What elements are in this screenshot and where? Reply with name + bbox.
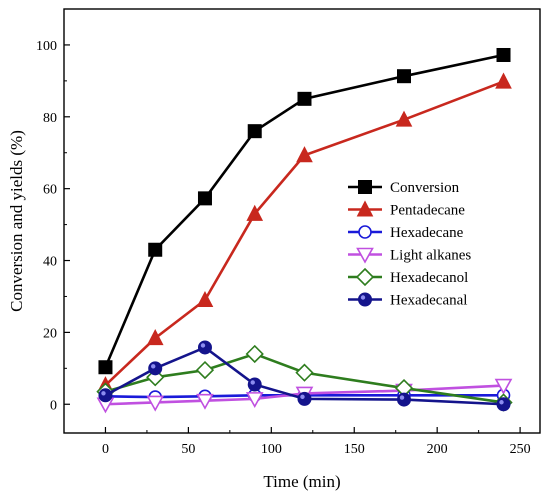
data-point-pentadecane-120 xyxy=(296,146,313,163)
data-point-conversion-30 xyxy=(148,242,163,257)
data-point-hexadecanal-90-highlight xyxy=(250,380,255,385)
data-point-pentadecane-180 xyxy=(395,110,413,127)
data-point-light-alkanes-60 xyxy=(196,393,214,410)
data-point-hexadecanal-0-highlight xyxy=(101,391,106,396)
x-axis-ticks: 0 50 100 150 200 250 xyxy=(102,427,531,457)
data-point-hexadecanal-180-highlight xyxy=(399,395,405,400)
data-point-hexadecanal-120-highlight xyxy=(300,394,305,400)
y-axis-label: Conversion and yields (%) xyxy=(7,130,26,312)
data-point-pentadecane-240 xyxy=(495,72,512,89)
y-tick-label-40: 40 xyxy=(43,255,57,270)
plot-frame xyxy=(63,8,541,434)
data-point-hexadecanol-60 xyxy=(195,360,215,380)
legend-item-hexadecanal: Hexadecanal xyxy=(348,292,467,309)
legend-label-hexadecane: Hexadecane xyxy=(390,225,464,241)
data-point-hexadecanal-60-highlight xyxy=(200,343,206,348)
legend-marker-light-alkanes xyxy=(356,247,374,264)
data-point-pentadecane-30 xyxy=(146,329,164,346)
data-point-hexadecanal-120 xyxy=(297,391,312,406)
x-tick-label-50: 50 xyxy=(181,442,195,457)
data-point-hexadecanal-30 xyxy=(148,361,163,376)
x-axis-label: Time (min) xyxy=(263,472,340,491)
legend-label-conversion: Conversion xyxy=(390,180,460,196)
legend-marker-conversion xyxy=(358,180,372,194)
series-layer xyxy=(96,47,513,414)
y-tick-label-0: 0 xyxy=(50,398,57,413)
legend-item-conversion: Conversion xyxy=(348,180,460,196)
data-point-conversion-0 xyxy=(98,360,113,375)
data-point-hexadecanal-60 xyxy=(197,340,212,355)
data-point-hexadecanal-30-highlight xyxy=(151,364,156,369)
data-point-light-alkanes-90 xyxy=(245,392,264,409)
x-tick-label-100: 100 xyxy=(261,442,282,457)
data-point-light-alkanes-30 xyxy=(146,395,165,412)
legend-marker-hexadecanol xyxy=(355,267,375,287)
series-conversion xyxy=(98,47,511,375)
legend-item-light-alkanes: Light alkanes xyxy=(348,248,471,264)
data-point-conversion-90 xyxy=(247,124,262,139)
legend-item-pentadecane: Pentadecane xyxy=(348,200,465,219)
y-axis-ticks: 0 20 40 60 80 100 xyxy=(36,39,70,413)
data-point-hexadecanal-180 xyxy=(397,392,411,407)
data-point-conversion-120 xyxy=(297,91,312,106)
y-tick-label-20: 20 xyxy=(43,326,57,341)
data-point-conversion-60 xyxy=(197,191,212,206)
data-point-hexadecanol-120 xyxy=(295,363,314,382)
legend-label-hexadecanal: Hexadecanal xyxy=(390,293,467,309)
y-tick-label-100: 100 xyxy=(36,39,57,54)
y-tick-label-80: 80 xyxy=(43,111,57,126)
legend-item-hexadecane: Hexadecane xyxy=(348,225,464,241)
data-point-conversion-240 xyxy=(496,47,511,62)
data-point-pentadecane-90 xyxy=(246,204,264,221)
series-hexadecanol xyxy=(96,344,513,412)
legend-item-hexadecanol: Hexadecanol xyxy=(348,267,468,287)
legend-label-hexadecanol: Hexadecanol xyxy=(390,270,468,286)
legend-marker-hexadecanal xyxy=(358,292,372,307)
legend-label-pentadecane: Pentadecane xyxy=(390,203,465,219)
data-point-hexadecanol-90 xyxy=(245,344,264,364)
data-point-hexadecanal-0 xyxy=(98,388,113,403)
legend-marker-pentadecane xyxy=(356,200,374,217)
legend-label-light-alkanes: Light alkanes xyxy=(390,248,471,264)
series-hexadecanal xyxy=(98,340,511,412)
x-tick-label-250: 250 xyxy=(510,442,531,457)
x-tick-label-200: 200 xyxy=(427,442,448,457)
x-tick-label-150: 150 xyxy=(344,442,365,457)
x-tick-label-0: 0 xyxy=(102,442,109,457)
y-tick-label-60: 60 xyxy=(43,183,57,198)
data-point-pentadecane-60 xyxy=(196,290,214,308)
legend: Conversion Pentadecane Hexadecane Light alk… xyxy=(348,180,471,309)
data-point-hexadecanal-240 xyxy=(496,397,511,412)
data-point-hexadecanal-240-highlight xyxy=(499,400,504,405)
data-point-light-alkanes-240 xyxy=(494,378,513,395)
data-point-hexadecanal-90 xyxy=(247,377,262,392)
legend-marker-hexadecane xyxy=(358,225,372,239)
data-point-conversion-180 xyxy=(397,69,411,84)
legend-marker-hexadecanal-highlight xyxy=(360,295,366,300)
